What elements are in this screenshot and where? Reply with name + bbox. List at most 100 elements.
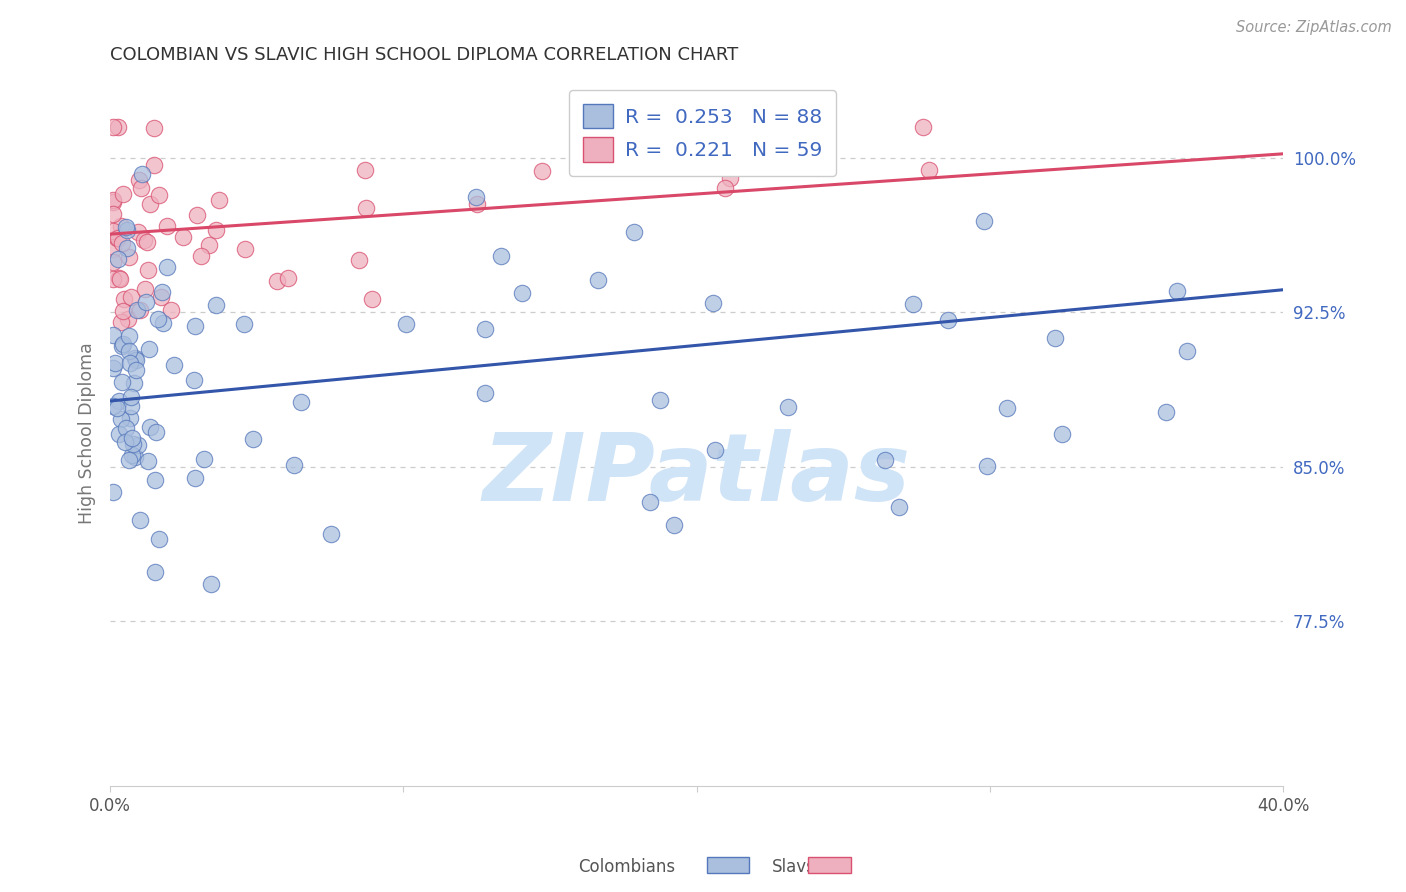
- Point: [361, 292, 384, 306]
- Point: [973, 214, 995, 228]
- Point: [193, 451, 215, 466]
- Point: [101, 254, 124, 268]
- Point: [117, 311, 139, 326]
- Point: [101, 207, 124, 221]
- Point: [277, 270, 299, 285]
- Point: [903, 297, 925, 311]
- Point: [110, 412, 132, 426]
- Point: [122, 376, 145, 391]
- Point: [101, 485, 124, 500]
- Point: [110, 219, 132, 233]
- Point: [702, 296, 724, 310]
- Point: [101, 194, 124, 209]
- Point: [107, 394, 129, 409]
- Point: [918, 163, 941, 178]
- Point: [108, 271, 131, 285]
- Point: [118, 453, 141, 467]
- Point: [911, 120, 934, 134]
- Point: [152, 316, 174, 330]
- Point: [107, 120, 129, 134]
- Point: [125, 363, 148, 377]
- Point: [121, 430, 143, 444]
- Point: [111, 235, 134, 250]
- Point: [160, 303, 183, 318]
- Point: [474, 321, 496, 335]
- Point: [143, 121, 166, 136]
- Point: [148, 532, 170, 546]
- Point: [662, 517, 685, 532]
- Point: [200, 577, 222, 591]
- Text: Slavs: Slavs: [772, 858, 815, 876]
- Point: [233, 317, 256, 331]
- Point: [110, 315, 132, 329]
- Point: [101, 120, 124, 134]
- Point: [204, 222, 226, 236]
- Point: [143, 474, 166, 488]
- Text: Colombians: Colombians: [578, 858, 675, 876]
- Point: [139, 197, 162, 211]
- Point: [714, 181, 737, 195]
- Point: [1043, 331, 1066, 345]
- Point: [623, 225, 645, 239]
- Point: [129, 303, 152, 318]
- Point: [118, 329, 141, 343]
- Point: [790, 154, 813, 169]
- Point: [115, 421, 138, 435]
- Point: [120, 411, 142, 425]
- Point: [129, 513, 152, 527]
- Point: [110, 375, 132, 389]
- Point: [183, 471, 205, 485]
- Point: [118, 356, 141, 370]
- Point: [354, 163, 377, 178]
- Point: [150, 290, 173, 304]
- Point: [150, 285, 173, 299]
- Point: [105, 231, 128, 245]
- Point: [349, 253, 371, 268]
- Point: [107, 252, 129, 267]
- Point: [718, 170, 741, 185]
- Point: [605, 120, 627, 134]
- Point: [976, 458, 998, 473]
- Point: [122, 437, 145, 451]
- Point: [121, 448, 143, 462]
- Point: [120, 290, 142, 304]
- Point: [395, 317, 418, 331]
- Point: [491, 249, 513, 263]
- Point: [321, 527, 343, 541]
- Point: [778, 400, 800, 414]
- Point: [995, 401, 1018, 415]
- Point: [115, 241, 138, 255]
- Point: [1166, 284, 1188, 298]
- Point: [242, 432, 264, 446]
- Point: [125, 352, 148, 367]
- Point: [474, 386, 496, 401]
- Point: [651, 136, 673, 150]
- Point: [875, 452, 897, 467]
- Point: [101, 360, 124, 375]
- Point: [198, 238, 221, 252]
- Point: [183, 373, 205, 387]
- Point: [101, 399, 124, 413]
- Point: [139, 419, 162, 434]
- Text: ZIPatlas: ZIPatlas: [482, 429, 911, 521]
- Point: [118, 343, 141, 358]
- Point: [190, 249, 212, 263]
- Point: [283, 458, 305, 472]
- Point: [101, 225, 124, 239]
- Point: [135, 235, 157, 250]
- Point: [636, 159, 658, 173]
- Point: [131, 168, 153, 182]
- Point: [124, 351, 146, 365]
- Point: [112, 336, 135, 351]
- Point: [1154, 405, 1177, 419]
- Point: [510, 285, 533, 300]
- Point: [163, 358, 186, 372]
- Point: [101, 193, 124, 207]
- Point: [134, 282, 156, 296]
- Point: [156, 260, 179, 275]
- Point: [156, 219, 179, 233]
- Point: [128, 173, 150, 187]
- Point: [124, 450, 146, 464]
- Point: [465, 196, 488, 211]
- Point: [936, 313, 959, 327]
